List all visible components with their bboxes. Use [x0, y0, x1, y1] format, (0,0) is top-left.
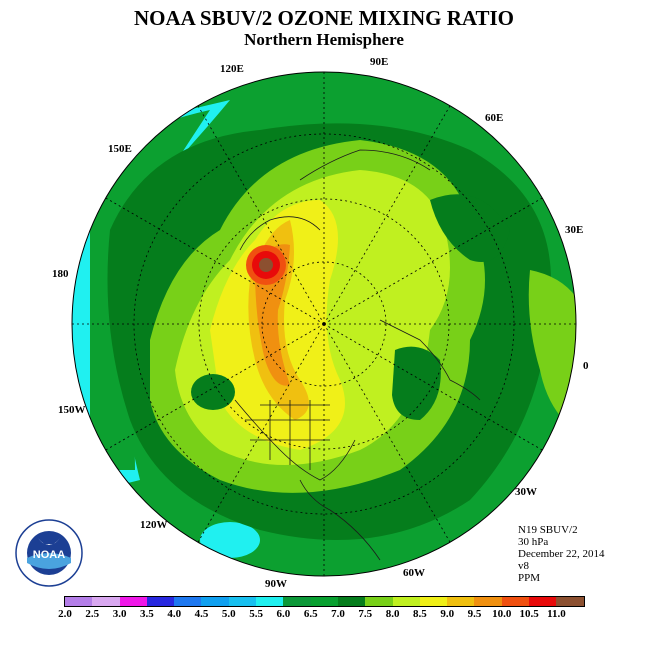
- noaa-logo: NOAA: [15, 519, 83, 587]
- ozone-field: [72, 72, 576, 576]
- colorbar-cell: [146, 597, 175, 606]
- meridian-line: [197, 323, 325, 543]
- longitude-label: 30E: [565, 224, 584, 236]
- colorbar-label: 5.0: [221, 608, 236, 620]
- longitude-label: 150W: [58, 404, 86, 416]
- colorbar-cell: [310, 597, 338, 606]
- longitude-label: 90W: [265, 578, 287, 590]
- field-dark-blob-pacific: [191, 374, 235, 410]
- longitude-label: 30W: [515, 486, 537, 498]
- colorbar-cell: [283, 597, 311, 606]
- page-title: NOAA SBUV/2 OZONE MIXING RATIO: [134, 6, 514, 30]
- colorbar-cell: [119, 597, 147, 606]
- colorbar-cell: [392, 597, 420, 606]
- field-cyan-south: [200, 522, 260, 558]
- colorbar-cell: [556, 597, 584, 606]
- graticule: [72, 72, 576, 576]
- coastlines: [234, 149, 481, 561]
- colorbar-cell: [65, 597, 93, 606]
- colorbar-label: 4.0: [167, 608, 182, 620]
- longitude-label: 150E: [108, 143, 132, 155]
- colorbar-label: 8.0: [385, 608, 400, 620]
- colorbar-labels: 2.0 2.5 3.0 3.5 4.0 4.5 5.0 5.5 6.0 6.5 7.0 7.5 8.0 8…: [0, 608, 648, 622]
- meridian-line: [323, 323, 451, 543]
- colorbar-label: 8.5: [413, 608, 427, 620]
- colorbar-cell: [228, 597, 257, 606]
- colorbar-cell: [256, 597, 284, 606]
- colorbar-cell: [447, 597, 475, 606]
- colorbar-cell: [92, 597, 120, 606]
- colorbar-cell: [529, 597, 557, 606]
- colorbar-label: 6.5: [303, 608, 318, 620]
- longitude-label: 120E: [220, 63, 244, 75]
- colorbar-label: 3.0: [112, 608, 127, 620]
- longitude-label: 120W: [140, 519, 168, 531]
- field-max-core: [259, 258, 273, 272]
- info-version: v8: [518, 560, 529, 572]
- colorbar-label: 9.0: [440, 608, 455, 620]
- field-dark-blob-europe: [430, 194, 510, 262]
- page-subtitle: Northern Hemisphere: [244, 30, 404, 49]
- map-border: [71, 71, 577, 577]
- longitude-label: 180: [52, 268, 69, 280]
- colorbar-cell: [474, 597, 502, 606]
- meridian-line: [197, 105, 325, 325]
- info-panel: N19 SBUV/2 30 hPa December 22, 2014 v8 P…: [518, 524, 604, 584]
- colorbar-cell: [365, 597, 393, 606]
- field-dark-blob-atlantic: [392, 346, 441, 420]
- colorbar-label: 9.5: [467, 608, 482, 620]
- colorbar-cell: [337, 597, 366, 606]
- meridian-line: [105, 323, 325, 451]
- meridian-line: [323, 105, 451, 325]
- colorbar-label: 11.0: [547, 608, 566, 620]
- colorbar-cell: [419, 597, 448, 606]
- meridian-line: [323, 323, 543, 451]
- colorbar-cell: [174, 597, 202, 606]
- colorbar-label: 2.5: [85, 608, 100, 620]
- meridian-line: [323, 197, 543, 325]
- colorbar-label: 2.0: [58, 608, 72, 620]
- meridian-line: [105, 197, 325, 325]
- longitude-label: 60W: [403, 567, 425, 579]
- longitude-label: 90E: [370, 56, 389, 68]
- colorbar-label: 10.5: [519, 608, 539, 620]
- colorbar: [64, 596, 585, 607]
- info-date: December 22, 2014: [518, 548, 605, 560]
- logo-text: NOAA: [33, 549, 65, 561]
- info-level: 30 hPa: [518, 536, 549, 548]
- colorbar-label: 5.5: [249, 608, 263, 620]
- colorbar-label: 7.0: [331, 608, 345, 620]
- colorbar-cell: [501, 597, 530, 606]
- longitude-label: 60E: [485, 112, 504, 124]
- colorbar-cell: [201, 597, 229, 606]
- colorbar-label: 6.0: [276, 608, 291, 620]
- longitude-label: 0: [583, 360, 589, 372]
- colorbar-label: 7.5: [358, 608, 373, 620]
- info-units: PPM: [518, 572, 541, 584]
- colorbar-label: 10.0: [492, 608, 512, 620]
- info-instrument: N19 SBUV/2: [518, 524, 578, 536]
- colorbar-label: 3.5: [140, 608, 154, 620]
- colorbar-label: 4.5: [194, 608, 209, 620]
